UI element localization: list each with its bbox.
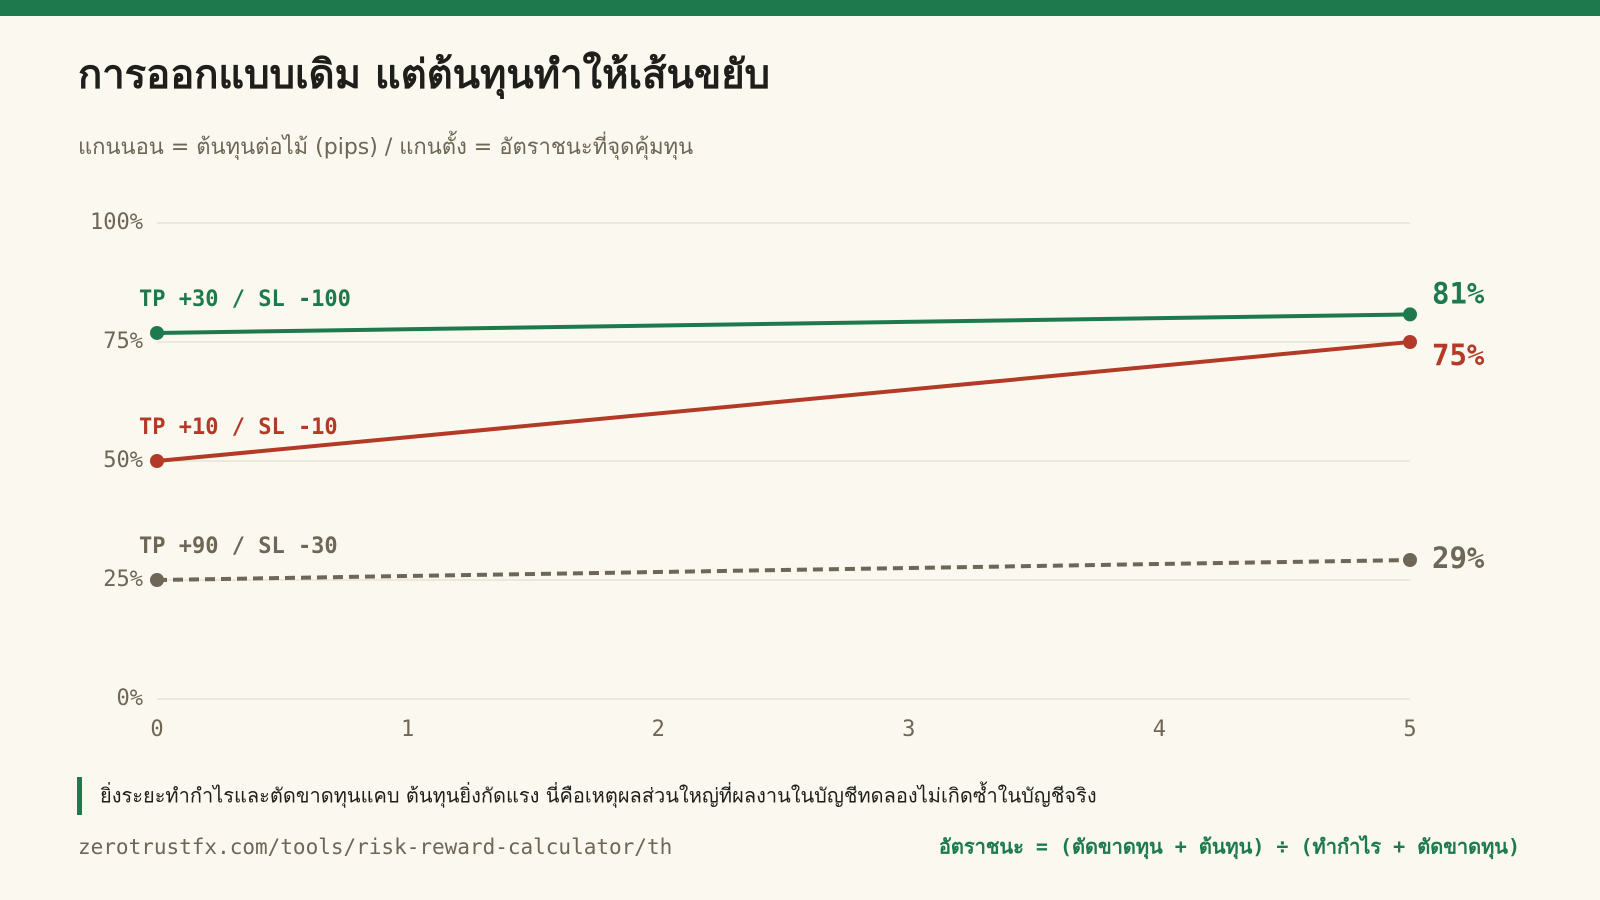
x-tick-label: 4: [1153, 717, 1166, 742]
series-line: [156, 558, 1411, 582]
value-label: 81%: [1432, 276, 1485, 310]
point: [150, 573, 164, 587]
value-label: 29%: [1432, 541, 1485, 575]
point: [150, 325, 164, 340]
series-label: TP +10 / SL -10: [139, 415, 338, 440]
series-line: [156, 312, 1411, 335]
y-tick-label: 25%: [103, 567, 143, 592]
formula: อัตราชนะ = (ตัดขาดทุน + ต้นทุน) ÷ (ทำกำไ…: [939, 835, 1520, 860]
series-label: TP +90 / SL -30: [139, 534, 338, 559]
series-label: TP +30 / SL -100: [139, 287, 351, 312]
x-tick-label: 3: [902, 717, 915, 742]
y-tick-label: 50%: [103, 448, 143, 473]
chart-title: การออกแบบเดิม แต่ต้นทุนทำให้เส้นขยับ: [78, 51, 770, 100]
x-tick-label: 0: [150, 717, 163, 742]
series-line: [156, 340, 1411, 463]
y-tick-label: 0%: [117, 686, 144, 711]
y-tick-label: 75%: [103, 329, 143, 354]
x-tick-label: 1: [401, 717, 414, 742]
point: [1403, 335, 1417, 349]
note: ยิ่งระยะทำกำไรและตัดขาดทุนแคบ ต้นทุนยิ่ง…: [100, 782, 1097, 809]
x-tick-label: 5: [1403, 717, 1416, 742]
top-bar: [0, 0, 1600, 16]
note-bar: [77, 777, 82, 815]
point: [1403, 553, 1417, 568]
source: zerotrustfx.com/tools/risk-reward-calcul…: [78, 835, 672, 859]
point: [1403, 307, 1417, 322]
value-label: 75%: [1432, 338, 1485, 372]
x-tick-label: 2: [652, 717, 665, 742]
point: [150, 454, 164, 468]
chart-subtitle: แกนนอน = ต้นทุนต่อไม้ (pips) / แกนตั้ง =…: [78, 131, 693, 160]
y-tick-label: 100%: [90, 210, 143, 235]
